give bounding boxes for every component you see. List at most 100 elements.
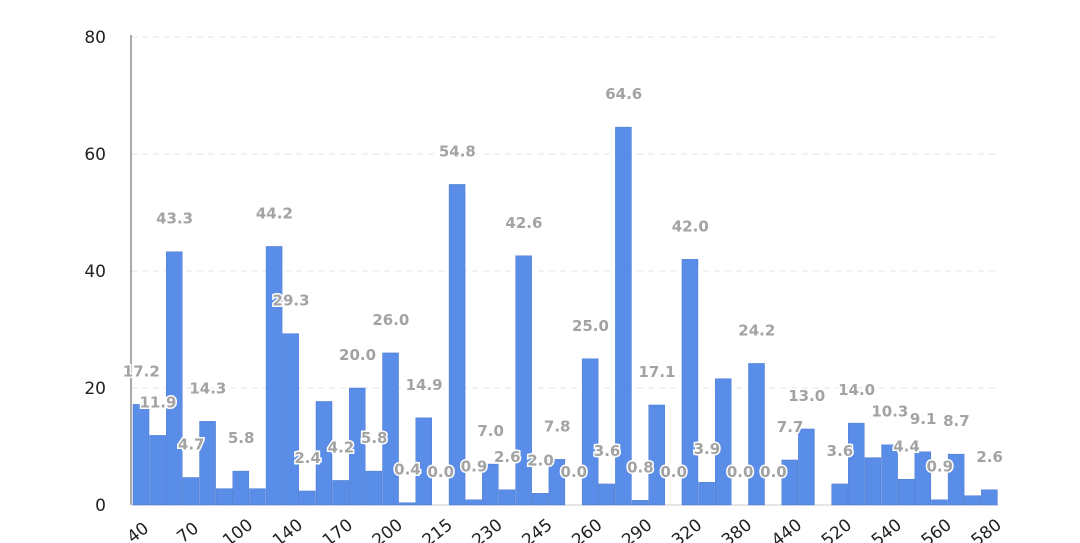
x-tick-label: 140 (269, 515, 307, 543)
data-label: 0.0 (561, 463, 588, 481)
bar (149, 435, 166, 506)
bar (881, 444, 898, 506)
bar (515, 255, 532, 506)
bar (365, 470, 383, 506)
bar (215, 488, 233, 506)
bar (914, 451, 932, 506)
data-label: 20.0 (339, 346, 376, 364)
data-label: 14.0 (838, 381, 875, 399)
data-label: 9.1 (910, 410, 937, 428)
data-label: 64.6 (605, 85, 642, 103)
data-label: 3.6 (827, 442, 854, 460)
y-tick-label: 20 (84, 379, 106, 399)
x-tick-label: 320 (668, 515, 706, 543)
x-tick-label: 260 (568, 515, 606, 543)
data-label: 0.4 (394, 461, 421, 479)
bar (349, 387, 366, 506)
data-label: 0.9 (461, 458, 488, 476)
data-label: 43.3 (156, 210, 193, 228)
x-tick-label: 540 (868, 515, 906, 543)
bar (781, 459, 798, 506)
y-tick-label: 0 (95, 496, 106, 516)
x-tick-label: 520 (818, 515, 856, 543)
bar (482, 463, 499, 506)
bar (448, 184, 466, 506)
bar (315, 401, 333, 506)
bar (897, 479, 915, 506)
data-label: 44.2 (256, 204, 293, 222)
bar (166, 251, 183, 506)
bar (548, 459, 566, 506)
data-label: 0.0 (727, 463, 754, 481)
data-label: 7.8 (544, 417, 571, 435)
x-tick-label: 580 (968, 515, 1006, 543)
data-label: 2.6 (976, 448, 1003, 466)
data-label: 26.0 (372, 311, 409, 329)
data-label: 17.1 (638, 363, 675, 381)
bar (931, 499, 948, 506)
x-tick-labels: 40 70 100 140 170 200 215 230 245 260 290 320 380 440… (124, 515, 1006, 543)
data-labels: 17.2 11.9 43.3 4.7 14.3 5.8 44.2 29.3 2.4 4.2 20.0… (121, 84, 1004, 483)
bar (282, 333, 299, 506)
bar (382, 352, 399, 506)
data-label: 10.3 (871, 403, 908, 421)
x-tick-label: 215 (419, 515, 457, 543)
bar (848, 422, 865, 506)
bar (681, 259, 699, 506)
data-label: 11.9 (139, 393, 176, 411)
data-label: 5.8 (228, 429, 255, 447)
data-label: 0.0 (660, 463, 687, 481)
data-label: 0.8 (627, 458, 654, 476)
data-label: 14.9 (406, 376, 443, 394)
y-tick-label: 60 (84, 145, 106, 165)
data-label: 54.8 (439, 142, 476, 160)
y-tick-label: 80 (84, 28, 106, 48)
bar (648, 404, 665, 506)
data-label: 4.4 (893, 437, 920, 455)
data-label: 3.9 (694, 440, 721, 458)
bar (631, 500, 649, 506)
x-tick-label: 170 (319, 515, 357, 543)
data-label: 2.6 (494, 448, 521, 466)
data-label: 14.3 (189, 379, 226, 397)
x-tick-label: 560 (918, 515, 956, 543)
bar (498, 489, 516, 506)
bar (981, 489, 998, 506)
data-label: 7.7 (777, 418, 804, 436)
bar (249, 488, 266, 506)
bar (415, 417, 433, 506)
x-tick-label: 245 (519, 515, 557, 543)
x-tick-label: 200 (369, 515, 407, 543)
bar (581, 358, 599, 506)
x-tick-label: 380 (718, 515, 756, 543)
data-label: 7.0 (477, 422, 504, 440)
data-label: 13.0 (788, 387, 825, 405)
bar (964, 495, 981, 506)
data-label: 5.8 (361, 429, 388, 447)
bar (698, 481, 715, 506)
bar (398, 502, 416, 506)
x-tick-label: 290 (618, 515, 656, 543)
data-label: 3.6 (594, 442, 621, 460)
bar (232, 470, 250, 506)
x-tick-label: 70 (173, 519, 202, 543)
bar (265, 246, 283, 506)
data-label: 0.0 (427, 463, 454, 481)
data-label: 2.0 (527, 451, 554, 469)
bar (748, 363, 765, 506)
data-label: 0.0 (760, 463, 787, 481)
x-tick-label: 440 (768, 515, 806, 543)
bar (532, 493, 549, 506)
data-label: 29.3 (273, 292, 310, 310)
bar (831, 483, 848, 506)
x-tick-label: 40 (124, 519, 153, 543)
x-tick-label: 230 (469, 515, 507, 543)
bar (199, 421, 216, 506)
bar (715, 378, 732, 506)
data-label: 4.7 (178, 436, 205, 454)
data-label: 4.2 (328, 438, 355, 456)
data-label: 8.7 (943, 412, 970, 430)
bar (598, 483, 616, 506)
